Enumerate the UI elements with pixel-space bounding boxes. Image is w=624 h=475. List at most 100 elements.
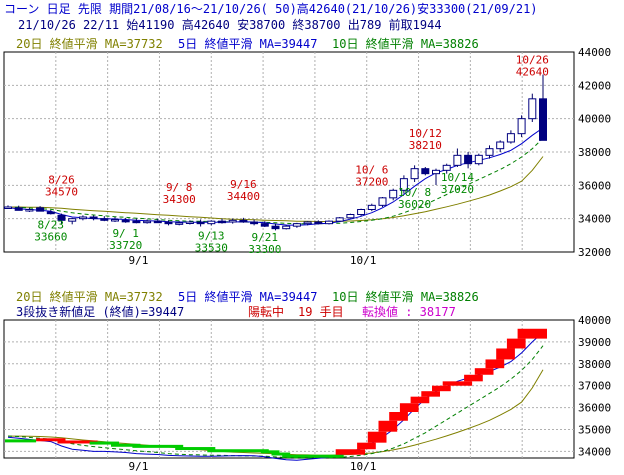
candle-up [303, 221, 312, 225]
candle-up [228, 219, 237, 223]
price-xtick-label: 9/1 [128, 254, 148, 267]
tlb-blocks [5, 328, 547, 458]
candle-up [389, 189, 398, 199]
tlb-block-up [335, 449, 366, 455]
candle-up [335, 217, 344, 222]
candle-up [25, 209, 34, 212]
tlb-xtick-label: 10/1 [350, 460, 377, 473]
tlb-x-axis: 9/1 10/1 [128, 460, 376, 473]
annotation-low: 10/ 8 [398, 186, 431, 199]
candle-up [442, 164, 451, 171]
legend2-ma10: 10日 終値平滑 MA=38826 [332, 289, 479, 304]
price-ytick-label: 34000 [578, 213, 611, 226]
tlb-block-up [464, 374, 483, 382]
annotation-high: 37200 [355, 176, 388, 189]
legend-ma5: 5日 終値平滑 MA=39447 [178, 36, 317, 51]
annotation-high: 34400 [227, 190, 260, 203]
tlb-status-switch: 転換値 : 38177 [362, 304, 456, 319]
candle-up [111, 219, 119, 222]
line-ma20 [8, 156, 544, 222]
candle-down [239, 219, 248, 223]
chart-header-ohlc: 21/10/26 22/11 始41190 高42640 安38700 終387… [18, 18, 442, 32]
tlb-block-down [5, 439, 37, 443]
tlb-ytick-label: 35000 [578, 424, 611, 437]
candle-up [292, 223, 301, 227]
chart-header-title: コーン 日足 先限 期間21/08/16～21/10/26( 50)高42640… [4, 2, 538, 16]
tlb-block-down [111, 443, 141, 447]
candle-down [36, 207, 45, 212]
candle-down [100, 218, 109, 221]
candle-up [357, 209, 366, 215]
candle-down [250, 221, 259, 225]
candle-up [185, 221, 194, 224]
tlb-status-prefix: 3段抜き新値足 (終値)=39447 [16, 304, 184, 319]
price-ytick-label: 44000 [578, 46, 611, 59]
candle-up [207, 220, 216, 225]
tlb-status-turn: 陽転中 [248, 304, 284, 319]
price-y-axis: 32000 34000 36000 38000 40000 42000 44000 [578, 46, 611, 259]
annotation-low: 37020 [441, 183, 474, 196]
candle-up [175, 222, 184, 225]
price-ytick-label: 38000 [578, 146, 611, 159]
candle-up [474, 154, 483, 165]
tlb-block-up [442, 381, 473, 386]
annotation-low: 33530 [195, 241, 228, 254]
tlb-ytick-label: 40000 [578, 314, 611, 327]
price-ytick-label: 32000 [578, 246, 611, 259]
tlb-block-up [357, 442, 376, 450]
tlb-block-up [506, 338, 526, 349]
annotation-low: 33720 [109, 239, 142, 252]
tlb-block-down [282, 454, 344, 458]
tlb-block-up [378, 420, 398, 432]
line-ma10 [7, 137, 544, 225]
candle-down [421, 168, 430, 175]
tlb-ytick-label: 37000 [578, 380, 611, 393]
tlb-block-down [175, 447, 216, 451]
candle-down [153, 220, 162, 224]
price-ytick-label: 40000 [578, 113, 611, 126]
tlb-xtick-label: 9/1 [128, 460, 148, 473]
tlb-block-up [474, 368, 494, 375]
tlb-block-up [367, 431, 387, 443]
tlb-ytick-label: 36000 [578, 402, 611, 415]
candle-up [506, 133, 515, 143]
candle-up [410, 168, 419, 180]
price-xtick-label: 10/1 [350, 254, 377, 267]
price-candles [4, 74, 547, 231]
candle-down [89, 216, 98, 219]
tlb-ytick-label: 39000 [578, 336, 611, 349]
candle-up [325, 220, 333, 225]
annotation-low: 36020 [398, 198, 431, 211]
candle-up [4, 206, 12, 209]
tlb-block-up [57, 440, 98, 444]
candle-down [14, 207, 23, 211]
annotation-high: 9/ 8 [166, 181, 193, 194]
legend-ma10: 10日 終値平滑 MA=38826 [332, 36, 479, 51]
candle-up [143, 220, 152, 224]
annotation-high: 34300 [163, 193, 196, 206]
price-ytick-label: 42000 [578, 79, 611, 92]
candle-down [260, 223, 269, 227]
candle-down [314, 221, 323, 225]
tlb-block-up [517, 328, 547, 339]
tlb-plot-area [3, 319, 575, 459]
annotation-high: 42640 [516, 66, 549, 79]
tlb-block-up [410, 396, 430, 404]
tlb-block-down [89, 441, 119, 445]
tlb-block-up [496, 348, 515, 360]
annotation-high: 38210 [409, 139, 442, 152]
candle-down [164, 221, 173, 225]
annotation-high: 10/26 [516, 54, 549, 67]
price-ytick-label: 36000 [578, 179, 611, 192]
candle-up [485, 148, 494, 156]
tlb-block-up [485, 359, 505, 369]
candle-down [132, 220, 141, 224]
candle-up [378, 197, 387, 206]
tlb-line-ma10 [7, 345, 544, 459]
candle-down [57, 214, 66, 221]
annotation-low: 10/14 [441, 171, 474, 184]
candle-up [68, 218, 77, 222]
price-grid [4, 52, 574, 252]
